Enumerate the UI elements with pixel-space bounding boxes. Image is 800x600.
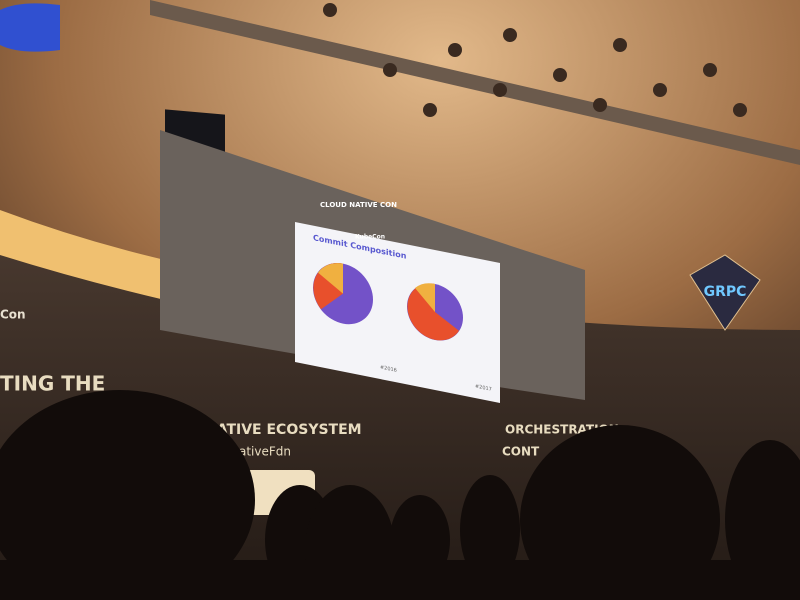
ceiling-lights [323,3,747,117]
slide-year: #2016 [380,365,397,374]
audience [0,390,800,600]
light-strip [0,210,165,300]
wall-line: CONT [502,445,540,459]
wall-line: NativeFdn [230,445,291,459]
sign: GRPC [704,284,747,300]
sign-bg [689,254,761,331]
truss [150,0,800,165]
logo: CLOUD NATIVE CON [320,201,397,209]
pie-right [407,283,463,341]
slide: Commit Composition #2016 #2017 [295,222,500,404]
blue-light [0,3,60,52]
pie-left [313,263,373,325]
slide-year: #2017 [475,384,492,393]
wall-line: TING THE [0,372,105,396]
wall-line: NATIVE ECOSYSTEM [205,422,362,438]
left-wall-text: Con [0,308,26,322]
logo-sub: KubeCon [355,234,385,241]
